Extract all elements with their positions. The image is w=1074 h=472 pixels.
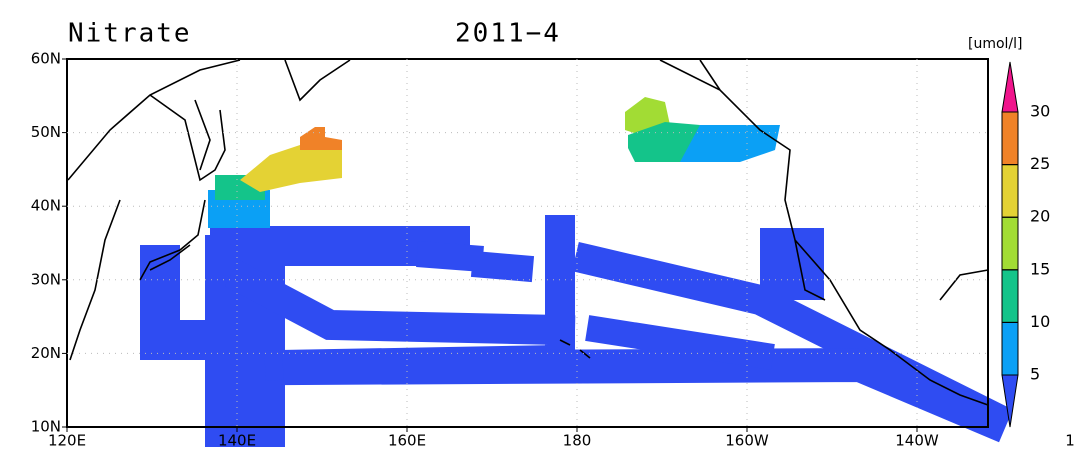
lon-label: 160E xyxy=(388,432,426,450)
lat-label: 40N xyxy=(31,197,61,215)
cbar-segment xyxy=(1001,111,1019,166)
cbar-segment xyxy=(1001,269,1019,323)
cbar-segment xyxy=(1001,216,1019,271)
field-blob xyxy=(240,145,342,192)
cbar-label: 25 xyxy=(1030,154,1050,173)
field-band xyxy=(416,241,775,370)
field-blob xyxy=(760,228,824,300)
lon-label: 180 xyxy=(563,432,592,450)
coastline xyxy=(67,59,351,361)
map-frame xyxy=(66,58,989,428)
unit: [umol/l] xyxy=(968,36,1023,52)
lon-label: 120E xyxy=(48,432,86,450)
field-band xyxy=(282,347,1013,443)
field-blob xyxy=(680,125,780,162)
lat-label: 20N xyxy=(31,344,61,362)
axes: 120E140E160E180160W140W120W100W10N20N30N… xyxy=(31,50,1074,450)
lat-label: 50N xyxy=(31,123,61,141)
field-blob xyxy=(300,127,342,150)
title: Nitrate xyxy=(68,19,192,49)
date: 2011−4 xyxy=(455,19,561,49)
cbar-high xyxy=(1001,61,1019,113)
cbar-label: 30 xyxy=(1030,102,1050,121)
cbar-label: 10 xyxy=(1030,312,1050,331)
cbar-label: 15 xyxy=(1030,259,1050,278)
cbar-segment xyxy=(1001,321,1019,376)
colorbar: 5 10 15 20 25 30 xyxy=(1001,61,1050,428)
coastline xyxy=(559,59,989,406)
cbar-segment xyxy=(1001,164,1019,218)
cbar-label: 20 xyxy=(1030,207,1050,226)
lat-label: 60N xyxy=(31,50,61,68)
lon-label: 140E xyxy=(218,432,256,450)
lon-label: 140W xyxy=(895,432,939,450)
lat-label: 30N xyxy=(31,270,61,288)
coastlines xyxy=(67,59,989,406)
lon-label: 120W xyxy=(1065,432,1074,450)
cbar-label: 5 xyxy=(1030,365,1040,384)
field xyxy=(140,97,1013,447)
field-blob xyxy=(628,122,700,162)
lon-label: 160W xyxy=(725,432,769,450)
field-band xyxy=(140,226,470,447)
lat-label: 10N xyxy=(31,418,61,436)
